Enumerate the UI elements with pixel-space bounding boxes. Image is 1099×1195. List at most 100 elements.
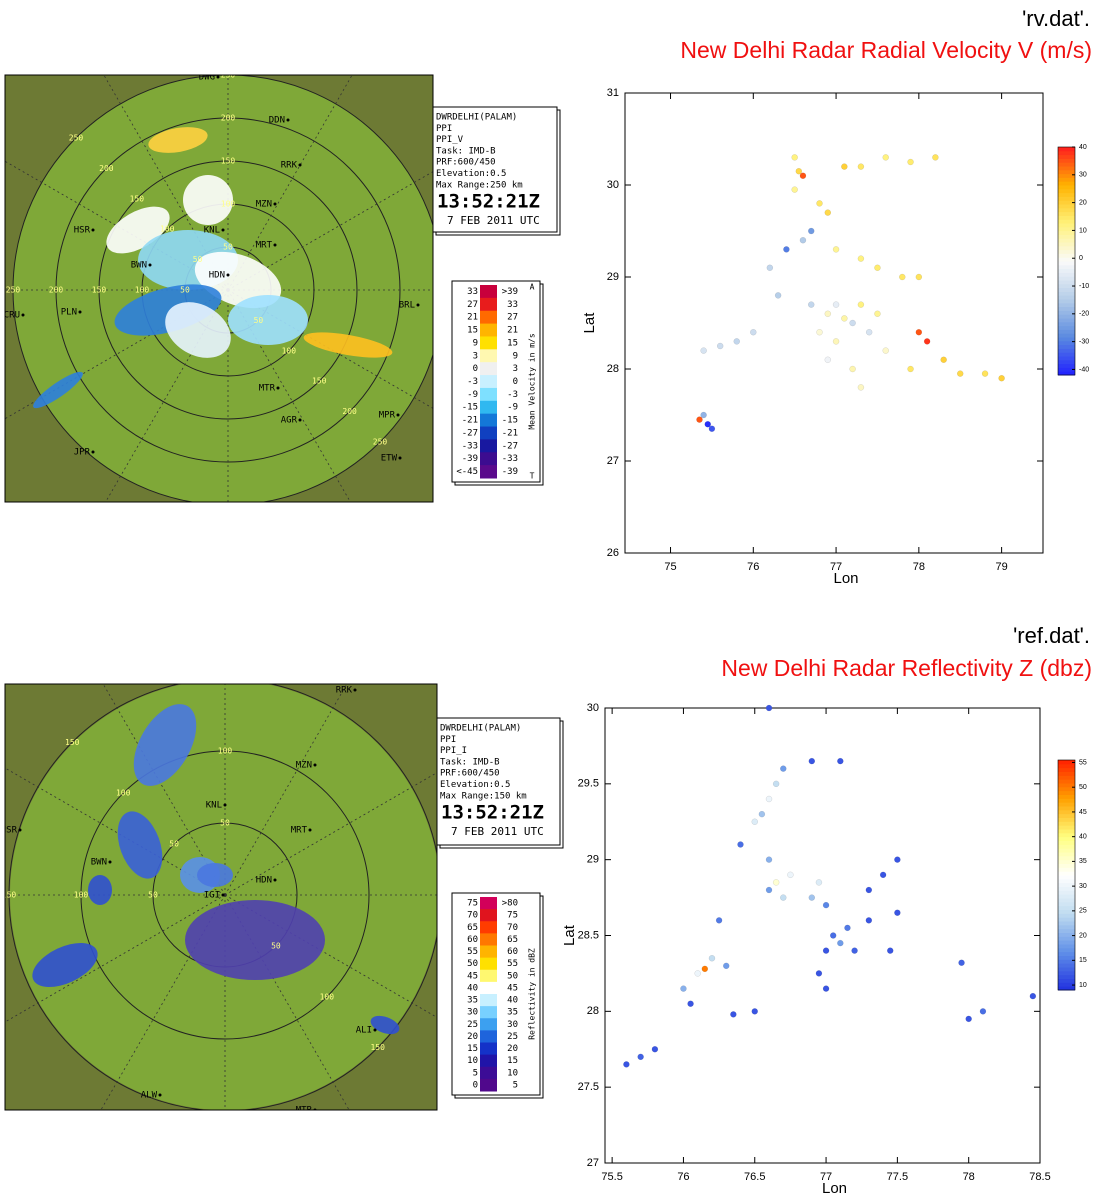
echo [183,175,233,225]
colorbar-tick-label: 55 [1079,759,1087,766]
point [787,871,794,879]
point [816,200,823,207]
point [694,970,701,977]
city-dot [273,243,277,247]
legend-right: 35 [507,1008,518,1018]
colorbar-tick-label: -40 [1079,366,1089,373]
ring-label: 50 [271,941,281,950]
colorbar-tick-label: 30 [1079,172,1087,179]
legend-left: 0 [473,364,478,374]
echo [370,1015,400,1035]
date: 7 FEB 2011 UTC [447,214,540,227]
y-tick-label: 28 [587,1005,599,1017]
y-tick-label: 31 [607,87,619,99]
info-line: Elevation:0.5 [440,780,510,790]
info-line: Max Range:250 km [436,180,523,190]
point [816,328,823,336]
colorbar-cell [1058,177,1075,182]
point [651,1046,659,1053]
legend-swatch [480,1030,497,1043]
colorbar-cell [1058,901,1075,907]
colorbar-cell [1058,967,1075,972]
radar-area: 50 50 50 50 100 100 100 100 150 150 150 150 RRK MZN HS… [5,684,437,1116]
point [774,292,782,299]
legend-swatch [480,1078,497,1092]
point [791,186,798,193]
city-label: RRK [281,161,298,171]
echo [88,875,112,905]
point [849,365,856,373]
x-tick-label: 78.5 [1029,1171,1050,1183]
city-dot [223,803,227,807]
colorbar-cell [1058,825,1075,830]
info-box [436,717,561,846]
ring-label: 250 [221,71,236,80]
legend-swatch [480,323,497,337]
colorbar-cell [1058,185,1075,190]
city-dot [298,163,302,167]
point [907,365,914,373]
info-line: PPI_V [436,135,464,145]
city-label: MTR [296,1106,313,1116]
legend-swatch [480,1066,497,1080]
colorbar-cell [1058,924,1075,930]
point [680,985,687,992]
y-tick-label: 26 [607,547,619,559]
azimuth-line [103,75,229,291]
x-tick-label: 76.5 [744,1171,765,1183]
point [780,765,787,772]
colorbar-cell [1058,802,1075,807]
ring-label: 100 [160,225,175,234]
point [865,328,873,336]
colorbar-cell [1058,196,1075,201]
point [700,411,707,419]
point [923,338,931,345]
point [772,879,780,886]
point [998,374,1005,382]
legend-swatch [480,921,497,934]
city-dot [21,313,25,317]
colorbar-tick-label: 30 [1079,883,1087,890]
legend-swatch [480,1042,497,1056]
legend-left: 75 [467,899,478,909]
colorbar-cell [1058,337,1075,342]
point [857,163,865,170]
colorbar-cell [1058,264,1075,270]
point [765,795,773,803]
y-tick-label: 28 [607,363,619,375]
colorbar-cell [1058,982,1075,987]
legend-left: -9 [467,390,478,400]
city-dot [416,303,420,307]
colorbar-cell [1058,917,1075,922]
city-label: ALW [141,1091,158,1101]
info-line: PPI [440,735,456,745]
time: 13:52:21Z [441,802,544,824]
legend-right: 0 [513,377,518,387]
point [772,780,780,788]
point [907,158,914,166]
ring-label: 50 [220,819,230,828]
legend-right: -39 [502,467,518,477]
point [737,841,744,848]
legend-left: 30 [467,1008,478,1018]
city-dot [226,273,230,277]
ring-label: 50 [148,891,158,900]
y-tick-label: 30 [587,702,599,714]
colorbar-tick-label: 35 [1079,858,1087,865]
city-label: MPR [379,411,396,421]
colorbar-cell [1058,188,1075,194]
azimuth-line [227,289,433,409]
legend-right: -15 [502,416,518,426]
point [940,356,947,364]
ring-label: 250 [69,133,84,142]
legend-left: -33 [462,441,478,451]
range-ring [80,750,370,1040]
scatter-chart: 'ref.dat'. New Delhi Radar Reflectivity Z… [561,623,1092,1195]
point [894,909,901,916]
colorbar-cell [1058,840,1075,845]
legend-left: 9 [473,338,478,348]
radar-panel: 50505050100100100100150150150150RRKMZNHS… [4,683,564,1116]
chart-title: New Delhi Radar Radial Velocity V (m/s) [680,37,1092,63]
point [765,856,773,863]
info-line: PPI [436,124,452,134]
